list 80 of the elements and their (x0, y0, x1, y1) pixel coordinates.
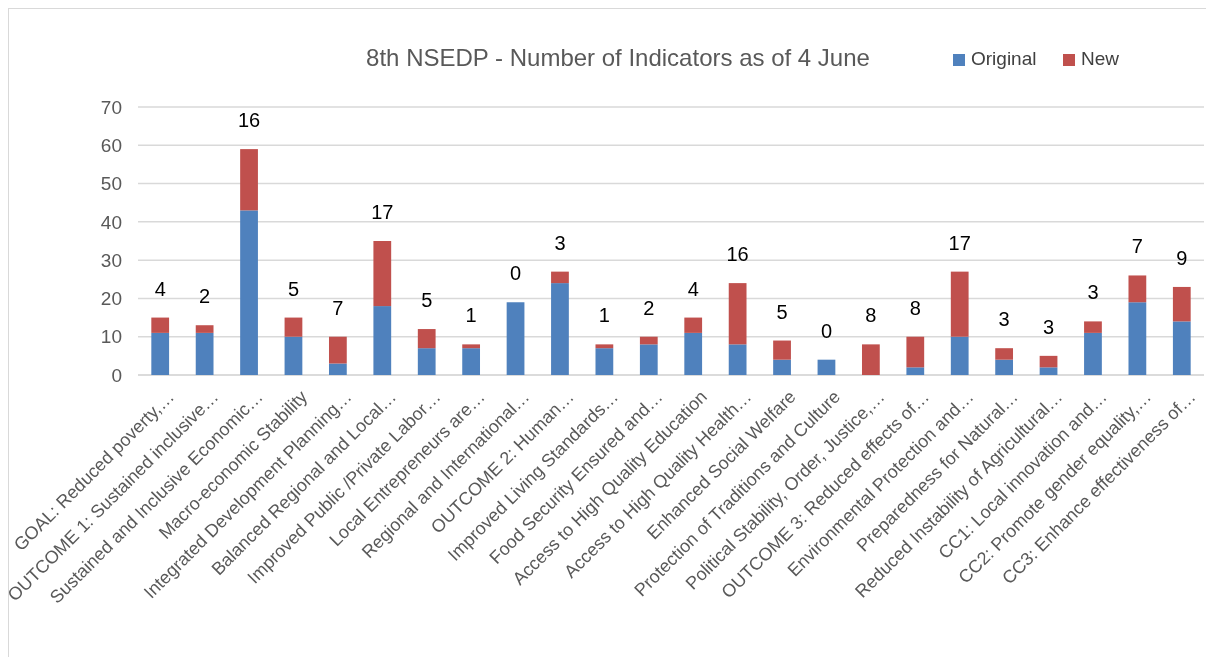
data-label: 16 (726, 243, 749, 266)
y-tick-label: 40 (100, 211, 122, 233)
bar (1128, 275, 1147, 303)
data-label: 3 (998, 308, 1010, 331)
bar (462, 348, 481, 375)
bar (773, 340, 791, 360)
y-tick-label: 10 (100, 326, 122, 348)
bar (417, 348, 436, 375)
bar (462, 344, 481, 349)
y-tick-label: 70 (100, 96, 122, 118)
legend-label: Original (971, 48, 1037, 69)
bar (906, 367, 925, 375)
data-label: 8 (865, 304, 877, 327)
bar (284, 336, 303, 375)
bar (1172, 321, 1191, 375)
bar (417, 329, 436, 349)
bar (995, 348, 1014, 360)
bar (284, 317, 303, 337)
bar (151, 332, 170, 375)
data-label: 7 (332, 296, 344, 319)
bar (773, 359, 791, 375)
data-label: 4 (154, 277, 166, 300)
data-label: 9 (1176, 246, 1188, 269)
data-label: 3 (554, 231, 566, 254)
bar (684, 317, 703, 333)
bar (1039, 355, 1058, 368)
bar (950, 336, 969, 375)
bar (950, 271, 969, 337)
bar (328, 336, 347, 364)
data-label: 17 (948, 231, 971, 254)
bar (595, 344, 614, 349)
data-label: 8 (909, 296, 921, 319)
y-tick-label: 0 (111, 364, 122, 386)
y-tick-label: 60 (100, 134, 122, 156)
bar (684, 332, 703, 375)
bar (551, 283, 569, 375)
bar (1172, 286, 1191, 322)
data-label: 5 (287, 277, 300, 300)
bar (1039, 367, 1058, 375)
y-tick-label: 20 (100, 288, 122, 310)
y-tick-label: 50 (100, 173, 122, 195)
bar (240, 149, 258, 211)
chart-title: 8th NSEDP - Number of Indicators as of 4 June (366, 44, 870, 71)
data-label: 7 (1131, 235, 1143, 258)
bar (728, 283, 747, 345)
bar (328, 363, 347, 375)
data-label: 5 (776, 300, 788, 323)
bar (373, 306, 392, 375)
data-label: 3 (1087, 281, 1099, 304)
bar (861, 344, 880, 375)
bar (373, 241, 392, 307)
data-label: 17 (371, 201, 394, 223)
data-label: 4 (687, 277, 699, 300)
bar (728, 344, 747, 375)
bar (240, 210, 258, 375)
bar (551, 271, 569, 284)
data-label: 1 (465, 304, 477, 327)
legend-label: New (1081, 48, 1120, 69)
data-label: 16 (237, 109, 261, 132)
data-label: 1 (598, 304, 610, 327)
data-label: 0 (820, 319, 833, 342)
bar (639, 336, 658, 345)
bar (595, 348, 614, 375)
data-label: 2 (199, 285, 211, 308)
bar (1084, 332, 1102, 375)
data-label: 2 (643, 296, 655, 319)
bar (195, 325, 214, 333)
bar (906, 336, 925, 368)
bar (506, 302, 525, 375)
y-tick-label: 30 (100, 249, 122, 271)
bar (195, 332, 214, 375)
bar (639, 344, 658, 375)
data-label: 5 (421, 289, 433, 312)
bar (995, 359, 1014, 375)
data-label: 3 (1042, 315, 1055, 338)
data-label: 0 (509, 262, 522, 285)
bar (1128, 302, 1147, 375)
bar (1084, 321, 1102, 333)
bar (817, 359, 836, 375)
bar (151, 317, 170, 333)
